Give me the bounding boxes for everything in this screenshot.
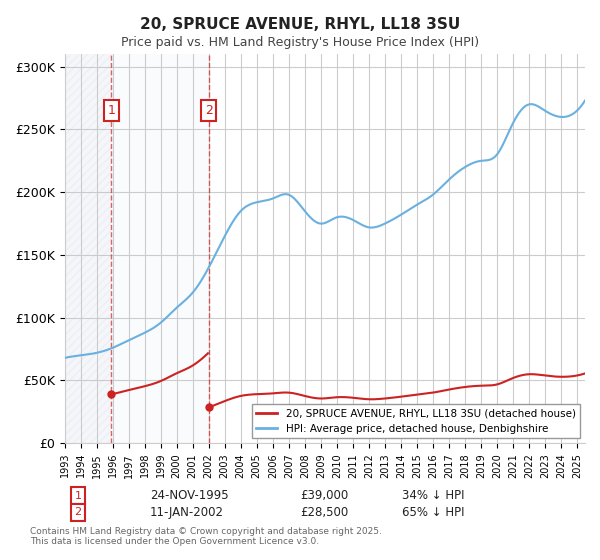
Text: 1: 1 [107,104,115,117]
Text: 2: 2 [74,507,82,517]
Text: £28,500: £28,500 [300,506,348,519]
Text: 34% ↓ HPI: 34% ↓ HPI [402,489,464,502]
Bar [65,54,112,443]
Text: 24-NOV-1995: 24-NOV-1995 [150,489,229,502]
Text: 2: 2 [205,104,212,117]
Text: 1: 1 [74,491,82,501]
Legend: 20, SPRUCE AVENUE, RHYL, LL18 3SU (detached house), HPI: Average price, detached: 20, SPRUCE AVENUE, RHYL, LL18 3SU (detac… [252,404,580,438]
Text: Contains HM Land Registry data © Crown copyright and database right 2025.
This d: Contains HM Land Registry data © Crown c… [30,526,382,546]
Bar [65,54,112,443]
Text: 11-JAN-2002: 11-JAN-2002 [150,506,224,519]
Text: £39,000: £39,000 [300,489,348,502]
Bar [112,54,209,443]
Bar [112,54,209,443]
Text: 65% ↓ HPI: 65% ↓ HPI [402,506,464,519]
Text: Price paid vs. HM Land Registry's House Price Index (HPI): Price paid vs. HM Land Registry's House … [121,36,479,49]
Text: 20, SPRUCE AVENUE, RHYL, LL18 3SU: 20, SPRUCE AVENUE, RHYL, LL18 3SU [140,17,460,32]
